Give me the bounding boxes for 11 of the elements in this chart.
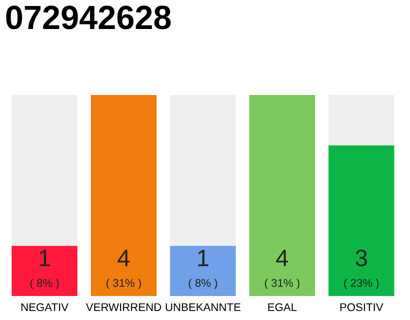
data-label: 3 ( 23% ) — [344, 250, 379, 290]
x-tick-label: VERWIRREND — [86, 303, 162, 311]
data-label: 1 ( 8% ) — [30, 250, 59, 290]
x-tick-label: EGAL — [268, 303, 297, 312]
x-tick-label: NEGATIV — [21, 303, 68, 312]
data-label: 4 ( 31% ) — [106, 250, 141, 290]
x-tick-label: UNBEKANNTE — [166, 303, 240, 312]
data-label: 4 ( 31% ) — [264, 250, 300, 290]
chart-title: 072942628 — [6, 6, 171, 30]
data-label: 1 ( 8% ) — [188, 250, 218, 290]
x-tick-label: POSITIV — [340, 303, 384, 312]
